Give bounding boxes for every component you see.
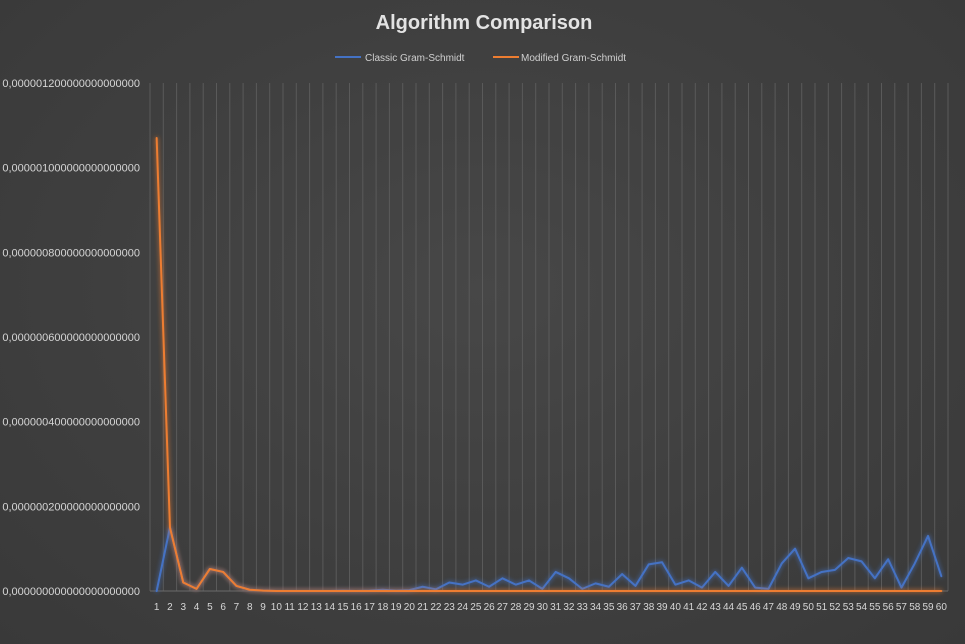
x-tick-label: 51 — [816, 602, 828, 613]
x-tick-label: 43 — [710, 602, 722, 613]
x-tick-label: 17 — [364, 602, 376, 613]
x-tick-label: 28 — [510, 602, 522, 613]
gridlines — [149, 83, 949, 592]
x-tick-label: 5 — [207, 602, 213, 613]
x-tick-label: 11 — [284, 602, 295, 613]
legend-label-classic: Classic Gram-Schmidt — [365, 53, 465, 64]
x-tick-label: 24 — [457, 602, 469, 613]
x-tick-label: 59 — [922, 602, 934, 613]
x-tick-label: 53 — [843, 602, 855, 613]
x-tick-label: 26 — [484, 602, 496, 613]
x-tick-label: 1 — [154, 602, 160, 613]
x-tick-label: 23 — [444, 602, 456, 613]
x-tick-label: 47 — [763, 602, 775, 613]
x-tick-label: 60 — [936, 602, 948, 613]
legend-item-modified[interactable]: Modified Gram-Schmidt — [493, 53, 626, 64]
x-tick-label: 31 — [550, 602, 562, 613]
x-tick-label: 29 — [523, 602, 535, 613]
x-tick-label: 57 — [896, 602, 908, 613]
x-tick-label: 14 — [324, 602, 336, 613]
x-tick-label: 38 — [643, 602, 655, 613]
x-tick-label: 42 — [696, 602, 708, 613]
legend-label-modified: Modified Gram-Schmidt — [521, 53, 626, 64]
x-tick-label: 35 — [603, 602, 615, 613]
x-tick-label: 37 — [630, 602, 642, 613]
x-tick-label: 15 — [337, 602, 349, 613]
x-tick-label: 36 — [617, 602, 629, 613]
chart-title: Algorithm Comparison — [376, 12, 593, 34]
x-tick-label: 9 — [260, 602, 266, 613]
x-tick-label: 7 — [234, 602, 240, 613]
x-tick-label: 25 — [470, 602, 482, 613]
y-tick-label: 0,000001200000000000000 — [2, 78, 140, 90]
x-tick-label: 6 — [220, 602, 226, 613]
x-axis: 1 2 3 4 5 6 7 8 9 10 11 12 13 14 15 16 17 18 19 20 21 22 23 24 2… — [154, 602, 947, 613]
x-tick-label: 21 — [417, 602, 429, 613]
x-tick-label: 39 — [656, 602, 668, 613]
plot-area — [155, 137, 943, 592]
x-tick-label: 40 — [670, 602, 682, 613]
x-tick-label: 19 — [390, 602, 402, 613]
y-tick-label: 0,000000600000000000000 — [2, 332, 140, 344]
x-tick-label: 52 — [829, 602, 841, 613]
y-axis: 0,000000000000000000000 0,000000200000000… — [2, 78, 140, 598]
legend-item-classic[interactable]: Classic Gram-Schmidt — [335, 53, 465, 64]
y-tick-label: 0,000000200000000000000 — [2, 501, 140, 513]
x-tick-label: 49 — [789, 602, 801, 613]
x-tick-label: 54 — [856, 602, 868, 613]
x-tick-label: 18 — [377, 602, 389, 613]
x-tick-label: 13 — [311, 602, 323, 613]
x-tick-label: 50 — [803, 602, 815, 613]
x-tick-label: 41 — [683, 602, 695, 613]
x-tick-label: 2 — [167, 602, 173, 613]
x-tick-label: 45 — [736, 602, 748, 613]
legend: Classic Gram-Schmidt Modified Gram-Schmi… — [335, 53, 626, 64]
series-line-modified — [155, 137, 943, 592]
x-tick-label: 22 — [430, 602, 442, 613]
x-tick-label: 10 — [271, 602, 283, 613]
x-tick-label: 34 — [590, 602, 602, 613]
x-tick-label: 58 — [909, 602, 921, 613]
x-tick-label: 27 — [497, 602, 509, 613]
x-tick-label: 3 — [180, 602, 186, 613]
x-tick-label: 30 — [537, 602, 549, 613]
y-tick-label: 0,000000800000000000000 — [2, 247, 140, 259]
y-tick-label: 0,000000000000000000000 — [2, 586, 140, 598]
x-tick-label: 12 — [297, 602, 309, 613]
x-tick-label: 32 — [563, 602, 575, 613]
x-tick-label: 8 — [247, 602, 253, 613]
x-tick-label: 56 — [883, 602, 895, 613]
x-tick-label: 16 — [351, 602, 363, 613]
x-tick-label: 48 — [776, 602, 788, 613]
x-tick-label: 44 — [723, 602, 735, 613]
x-tick-label: 4 — [194, 602, 200, 613]
x-tick-label: 55 — [869, 602, 881, 613]
x-tick-label: 20 — [404, 602, 416, 613]
x-tick-label: 33 — [577, 602, 589, 613]
x-tick-label: 46 — [750, 602, 762, 613]
y-tick-label: 0,000000400000000000000 — [2, 417, 140, 429]
y-tick-label: 0,000001000000000000000 — [2, 163, 140, 175]
